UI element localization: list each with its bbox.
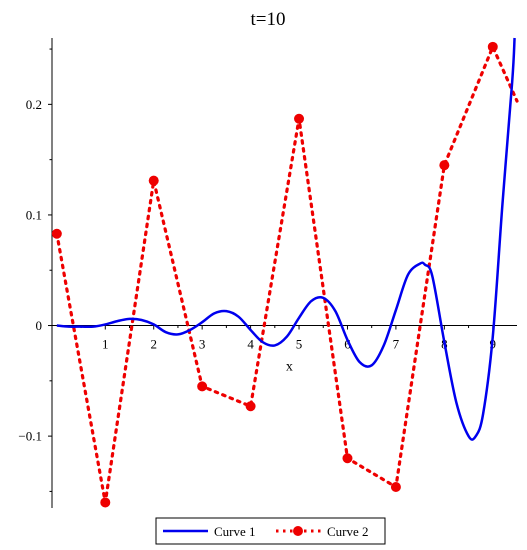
y-tick-label: 0.2: [26, 97, 42, 112]
curve-2-point: [100, 497, 111, 508]
legend-label-curve-1: Curve 1: [214, 524, 256, 539]
curve-2-point: [390, 481, 401, 492]
x-tick-label: 6: [344, 337, 351, 352]
x-tick-label: 2: [150, 337, 157, 352]
curve-2-point: [294, 113, 305, 124]
curve-2-point: [197, 381, 208, 392]
curve-2-point: [148, 175, 159, 186]
curve-2-line: [55, 42, 519, 503]
legend-marker-curve-2: [293, 526, 303, 536]
x-tick-label: 1: [102, 337, 109, 352]
curve-2-point: [51, 228, 62, 239]
curve-2-point: [439, 160, 450, 171]
y-tick-label: 0: [36, 318, 43, 333]
x-tick-label: 3: [199, 337, 206, 352]
y-tick-label: 0.1: [26, 207, 42, 222]
curve-2-point: [245, 401, 256, 412]
legend-label-curve-2: Curve 2: [327, 524, 369, 539]
curve-2-layer: [51, 41, 519, 508]
curve-2-point: [342, 453, 353, 464]
curve-1-layer: [56, 37, 516, 441]
x-axis-title: x: [286, 360, 293, 375]
y-tick-label: −0.1: [18, 429, 42, 444]
x-tick-label: 7: [393, 337, 400, 352]
legend: Curve 1 Curve 2: [155, 517, 386, 545]
chart-title: t=10: [251, 9, 286, 30]
curve-1-line: [56, 37, 516, 441]
x-tick-label: 5: [296, 337, 303, 352]
curve-2-point: [487, 41, 498, 52]
x-tick-label: 4: [247, 337, 254, 352]
